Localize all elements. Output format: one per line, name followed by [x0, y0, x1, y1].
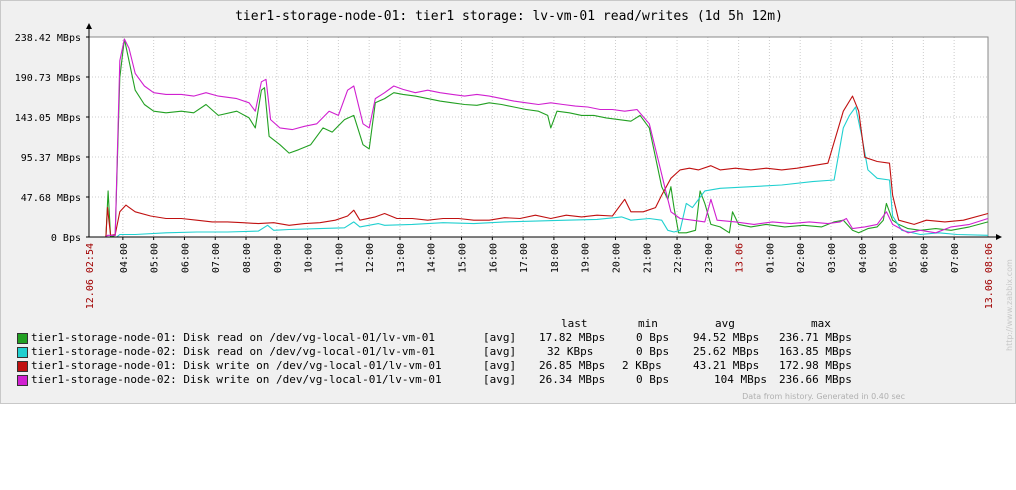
x-tick-label: 07:00 — [211, 243, 222, 273]
x-end-label: 13.06 08:06 — [984, 243, 995, 309]
x-tick-label: 05:00 — [889, 243, 900, 273]
series-line-2 — [89, 95, 989, 238]
x-tick-label: 14:00 — [427, 243, 438, 273]
legend-header-min: min — [638, 317, 658, 330]
legend-last: 17.82 MBps — [539, 331, 606, 344]
legend-swatch-node01-read — [17, 333, 28, 344]
generation-footer: Data from history. Generated in 0.40 sec — [742, 392, 905, 401]
legend-series-name: tier1-storage-node-01: Disk write on /de… — [31, 359, 442, 372]
x-tick-label: 13.06 — [735, 243, 746, 273]
legend-header-max: max — [811, 317, 831, 330]
legend-swatch-node01-write — [17, 361, 28, 372]
legend-func: [avg] — [483, 359, 517, 372]
y-tick-label: 190.73 MBps — [15, 73, 81, 84]
chart-panel: tier1-storage-node-01: tier1 storage: lv… — [0, 0, 1016, 404]
series-line-0 — [89, 38, 989, 238]
x-tick-label: 07:00 — [950, 243, 961, 273]
legend-last: 32 KBps — [547, 345, 594, 358]
legend-header-avg: avg — [715, 317, 735, 330]
chart-title: tier1-storage-node-01: tier1 storage: lv… — [235, 9, 783, 24]
legend-min: 0 Bps — [636, 345, 670, 358]
legend-row-node01-read: tier1-storage-node-01: Disk read on /dev… — [17, 331, 852, 345]
x-tick-label: 03:00 — [827, 243, 838, 273]
plot-area — [89, 37, 988, 237]
x-tick-label: 09:00 — [273, 243, 284, 273]
legend-min: 0 Bps — [636, 331, 670, 344]
x-tick-label: 18:00 — [550, 243, 561, 273]
y-tick-label: 95.37 MBps — [21, 153, 81, 164]
legend-max: 163.85 MBps — [779, 345, 852, 358]
legend-func: [avg] — [483, 331, 517, 344]
legend-avg: 43.21 MBps — [693, 359, 760, 372]
x-tick-label: 05:00 — [150, 243, 161, 273]
x-start-label: 12.06 02:54 — [85, 243, 96, 309]
y-tick-label: 47.68 MBps — [21, 193, 81, 204]
x-tick-label: 04:00 — [119, 243, 130, 273]
legend-avg: 25.62 MBps — [693, 345, 760, 358]
legend-swatch-node02-write — [17, 375, 28, 386]
legend-min: 0 Bps — [636, 373, 670, 386]
x-tick-label: 04:00 — [858, 243, 869, 273]
x-tick-label: 20:00 — [611, 243, 622, 273]
legend-row-node02-read: tier1-storage-node-02: Disk read on /dev… — [17, 345, 852, 359]
legend-max: 172.98 MBps — [779, 359, 852, 372]
legend-min: 2 KBps — [622, 359, 662, 372]
legend-swatch-node02-read — [17, 347, 28, 358]
legend-series-name: tier1-storage-node-01: Disk read on /dev… — [31, 331, 435, 344]
series-line-1 — [89, 106, 989, 238]
x-tick-label: 22:00 — [673, 243, 684, 273]
legend-max: 236.66 MBps — [779, 373, 852, 386]
y-axis-arrow — [86, 23, 92, 29]
legend-func: [avg] — [483, 373, 517, 386]
x-tick-label: 13:00 — [396, 243, 407, 273]
legend-func: [avg] — [483, 345, 517, 358]
x-tick-label: 06:00 — [919, 243, 930, 273]
legend-series-name: tier1-storage-node-02: Disk write on /de… — [31, 373, 442, 386]
legend-row-node02-write: tier1-storage-node-02: Disk write on /de… — [17, 373, 852, 387]
x-tick-label: 19:00 — [581, 243, 592, 273]
x-tick-label: 12:00 — [365, 243, 376, 273]
chart-canvas: 0 Bps 47.68 MBps 95.37 MBps 143.05 MBps 190.… — [15, 23, 1002, 309]
x-tick-label: 10:00 — [304, 243, 315, 273]
legend-last: 26.34 MBps — [539, 373, 606, 386]
x-tick-label: 02:00 — [796, 243, 807, 273]
x-tick-label: 21:00 — [642, 243, 653, 273]
x-tick-label: 15:00 — [458, 243, 469, 273]
legend-avg: 94.52 MBps — [693, 331, 760, 344]
x-tick-label: 11:00 — [334, 243, 345, 273]
legend-last: 26.85 MBps — [539, 359, 606, 372]
x-tick-label: 16:00 — [488, 243, 499, 273]
y-tick-label: 238.42 MBps — [15, 33, 81, 44]
legend-series-name: tier1-storage-node-02: Disk read on /dev… — [31, 345, 435, 358]
legend-header-last: last — [561, 317, 588, 330]
legend-row-node01-write: tier1-storage-node-01: Disk write on /de… — [17, 359, 852, 373]
x-tick-label: 01:00 — [765, 243, 776, 273]
y-tick-label: 0 Bps — [51, 233, 81, 244]
series-line-3 — [89, 38, 989, 238]
x-axis-arrow — [996, 234, 1002, 240]
legend-avg: 104 MBps — [714, 373, 767, 386]
x-tick-label: 23:00 — [704, 243, 715, 273]
x-tick-label: 08:00 — [242, 243, 253, 273]
x-tick-label: 06:00 — [180, 243, 191, 273]
legend-max: 236.71 MBps — [779, 331, 852, 344]
zabbix-watermark: http://www.zabbix.com — [1005, 259, 1014, 351]
y-tick-label: 143.05 MBps — [15, 113, 81, 124]
x-tick-label: 17:00 — [519, 243, 530, 273]
